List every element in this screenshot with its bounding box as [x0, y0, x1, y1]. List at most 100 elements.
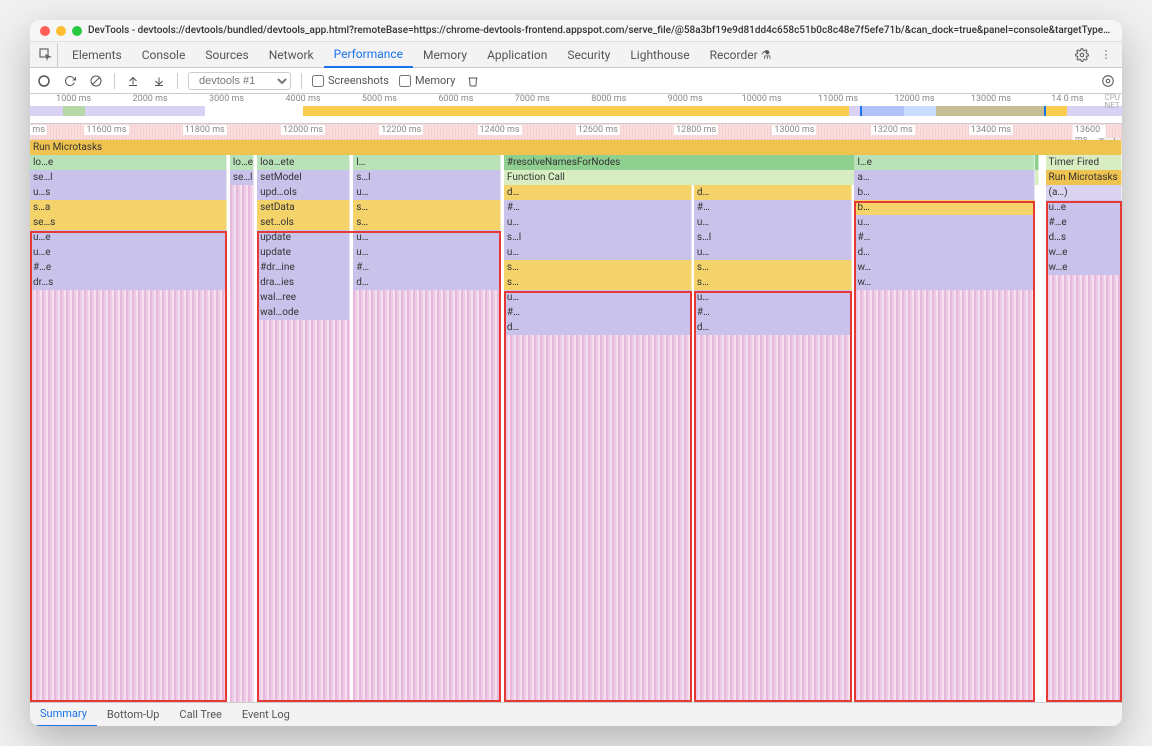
panel-tab-security[interactable]: Security	[557, 42, 620, 68]
flame-frame[interactable]: u…	[353, 245, 500, 260]
details-tab-call-tree[interactable]: Call Tree	[169, 703, 231, 727]
flame-frame[interactable]: dr…s	[30, 275, 227, 290]
flame-chart[interactable]: Run MicrotasksTaskTimer FiredRun Microta…	[30, 140, 1122, 702]
session-selector[interactable]: devtools #1	[188, 72, 291, 90]
screenshots-checkbox[interactable]: Screenshots	[312, 74, 389, 87]
more-menu-icon[interactable]: ⋮	[1094, 48, 1118, 61]
flame-frame[interactable]: Timer Fired	[1046, 155, 1122, 170]
flame-frame[interactable]: l…	[353, 155, 500, 170]
clear-icon[interactable]	[88, 73, 104, 89]
panel-tab-recorder[interactable]: Recorder ⚗	[700, 42, 782, 68]
upload-icon[interactable]	[125, 73, 141, 89]
flame-frame[interactable]: u…	[694, 245, 852, 260]
overview-selection-handle[interactable]	[860, 106, 1046, 116]
flame-frame[interactable]: wal…ree	[257, 290, 350, 305]
flame-ruler[interactable]: 400 ms11600 ms11800 ms12000 ms12200 ms12…	[30, 124, 1122, 140]
details-tab-summary[interactable]: Summary	[30, 703, 97, 727]
flame-frame[interactable]: u…	[694, 215, 852, 230]
reload-icon[interactable]	[62, 73, 78, 89]
panel-tab-performance[interactable]: Performance	[324, 42, 413, 68]
flame-frame[interactable]: #…	[504, 305, 692, 320]
flame-frame[interactable]: lo…e	[230, 155, 254, 170]
flame-frame[interactable]: #…	[353, 260, 500, 275]
flame-frame[interactable]: d…	[504, 185, 692, 200]
flame-frame[interactable]: d…	[504, 320, 692, 335]
flame-frame[interactable]: (a…)	[1046, 185, 1122, 200]
flame-frame[interactable]: d…	[854, 245, 1034, 260]
flame-frame[interactable]: dra…ies	[257, 275, 350, 290]
flame-frame[interactable]: s…	[353, 215, 500, 230]
flame-frame[interactable]: w…	[854, 260, 1034, 275]
flame-frame[interactable]: s…a	[30, 200, 227, 215]
trash-icon[interactable]	[465, 73, 481, 89]
inspect-element-icon[interactable]	[34, 43, 58, 67]
flame-frame[interactable]: set…ols	[257, 215, 350, 230]
panel-tab-elements[interactable]: Elements	[62, 42, 132, 68]
flame-frame[interactable]: s…	[504, 275, 692, 290]
flame-frame[interactable]: loa…ete	[257, 155, 350, 170]
timeline-overview[interactable]: 1000 ms2000 ms3000 ms4000 ms5000 ms6000 …	[30, 94, 1122, 124]
panel-tab-lighthouse[interactable]: Lighthouse	[620, 42, 699, 68]
flame-frame[interactable]: #…	[854, 230, 1034, 245]
flame-frame[interactable]: b…	[854, 185, 1034, 200]
flame-frame[interactable]: w…e	[1046, 260, 1122, 275]
minimize-window-icon[interactable]	[56, 26, 66, 36]
flame-frame[interactable]: se…l	[30, 170, 227, 185]
panel-tab-console[interactable]: Console	[132, 42, 196, 68]
flame-frame[interactable]: w…	[854, 275, 1034, 290]
flame-frame[interactable]: #…e	[30, 260, 227, 275]
panel-tab-application[interactable]: Application	[477, 42, 557, 68]
flame-frame[interactable]: d…s	[1046, 230, 1122, 245]
settings-gear-icon[interactable]	[1070, 48, 1094, 62]
flame-frame[interactable]: s…l	[694, 230, 852, 245]
flame-frame[interactable]: d…	[353, 275, 500, 290]
flame-frame[interactable]: update	[257, 230, 350, 245]
flame-frame[interactable]: setModel	[257, 170, 350, 185]
flame-frame[interactable]: b…	[854, 200, 1034, 215]
flame-frame[interactable]: a…	[854, 170, 1034, 185]
flame-frame[interactable]: s…	[694, 275, 852, 290]
flame-frame[interactable]: u…	[353, 230, 500, 245]
flame-frame[interactable]: u…e	[30, 245, 227, 260]
panel-tab-memory[interactable]: Memory	[413, 42, 477, 68]
flame-frame[interactable]: s…l	[504, 230, 692, 245]
flame-frame[interactable]: u…	[854, 215, 1034, 230]
flame-frame[interactable]: upd…ols	[257, 185, 350, 200]
record-icon[interactable]	[36, 73, 52, 89]
panel-tab-sources[interactable]: Sources	[195, 42, 258, 68]
memory-checkbox[interactable]: Memory	[399, 74, 455, 87]
flame-frame[interactable]: wal…ode	[257, 305, 350, 320]
flame-frame[interactable]: d…	[694, 185, 852, 200]
flame-frame[interactable]: lo…e	[30, 155, 227, 170]
flame-frame[interactable]: u…e	[30, 230, 227, 245]
close-window-icon[interactable]	[40, 26, 50, 36]
flame-frame[interactable]: u…	[504, 245, 692, 260]
flame-frame[interactable]: #dr…ine	[257, 260, 350, 275]
flame-frame[interactable]: w…e	[1046, 245, 1122, 260]
flame-frame[interactable]: update	[257, 245, 350, 260]
flame-frame[interactable]: s…	[504, 260, 692, 275]
flame-frame[interactable]: u…	[694, 290, 852, 305]
capture-settings-icon[interactable]	[1100, 73, 1116, 89]
flame-frame[interactable]: se…s	[30, 215, 227, 230]
flame-frame[interactable]: s…	[694, 260, 852, 275]
flame-frame[interactable]: setData	[257, 200, 350, 215]
flame-frame[interactable]: u…	[504, 215, 692, 230]
download-icon[interactable]	[151, 73, 167, 89]
flame-frame[interactable]: u…e	[1046, 200, 1122, 215]
flame-frame[interactable]: u…	[353, 185, 500, 200]
flame-frame[interactable]: u…	[504, 290, 692, 305]
flame-frame[interactable]: #…	[694, 305, 852, 320]
flame-frame[interactable]: s…l	[353, 170, 500, 185]
flame-root[interactable]: Run Microtasks	[30, 140, 1122, 155]
flame-frame[interactable]: se…l	[230, 170, 254, 185]
maximize-window-icon[interactable]	[72, 26, 82, 36]
details-tab-bottom-up[interactable]: Bottom-Up	[97, 703, 170, 727]
flame-frame[interactable]: #…	[694, 200, 852, 215]
flame-frame[interactable]: u…s	[30, 185, 227, 200]
flame-frame[interactable]: #…	[504, 200, 692, 215]
flame-frame[interactable]: d…	[694, 320, 852, 335]
details-tab-event-log[interactable]: Event Log	[232, 703, 300, 727]
flame-frame[interactable]: l…e	[854, 155, 1034, 170]
flame-frame[interactable]: Run Microtasks	[1046, 170, 1122, 185]
